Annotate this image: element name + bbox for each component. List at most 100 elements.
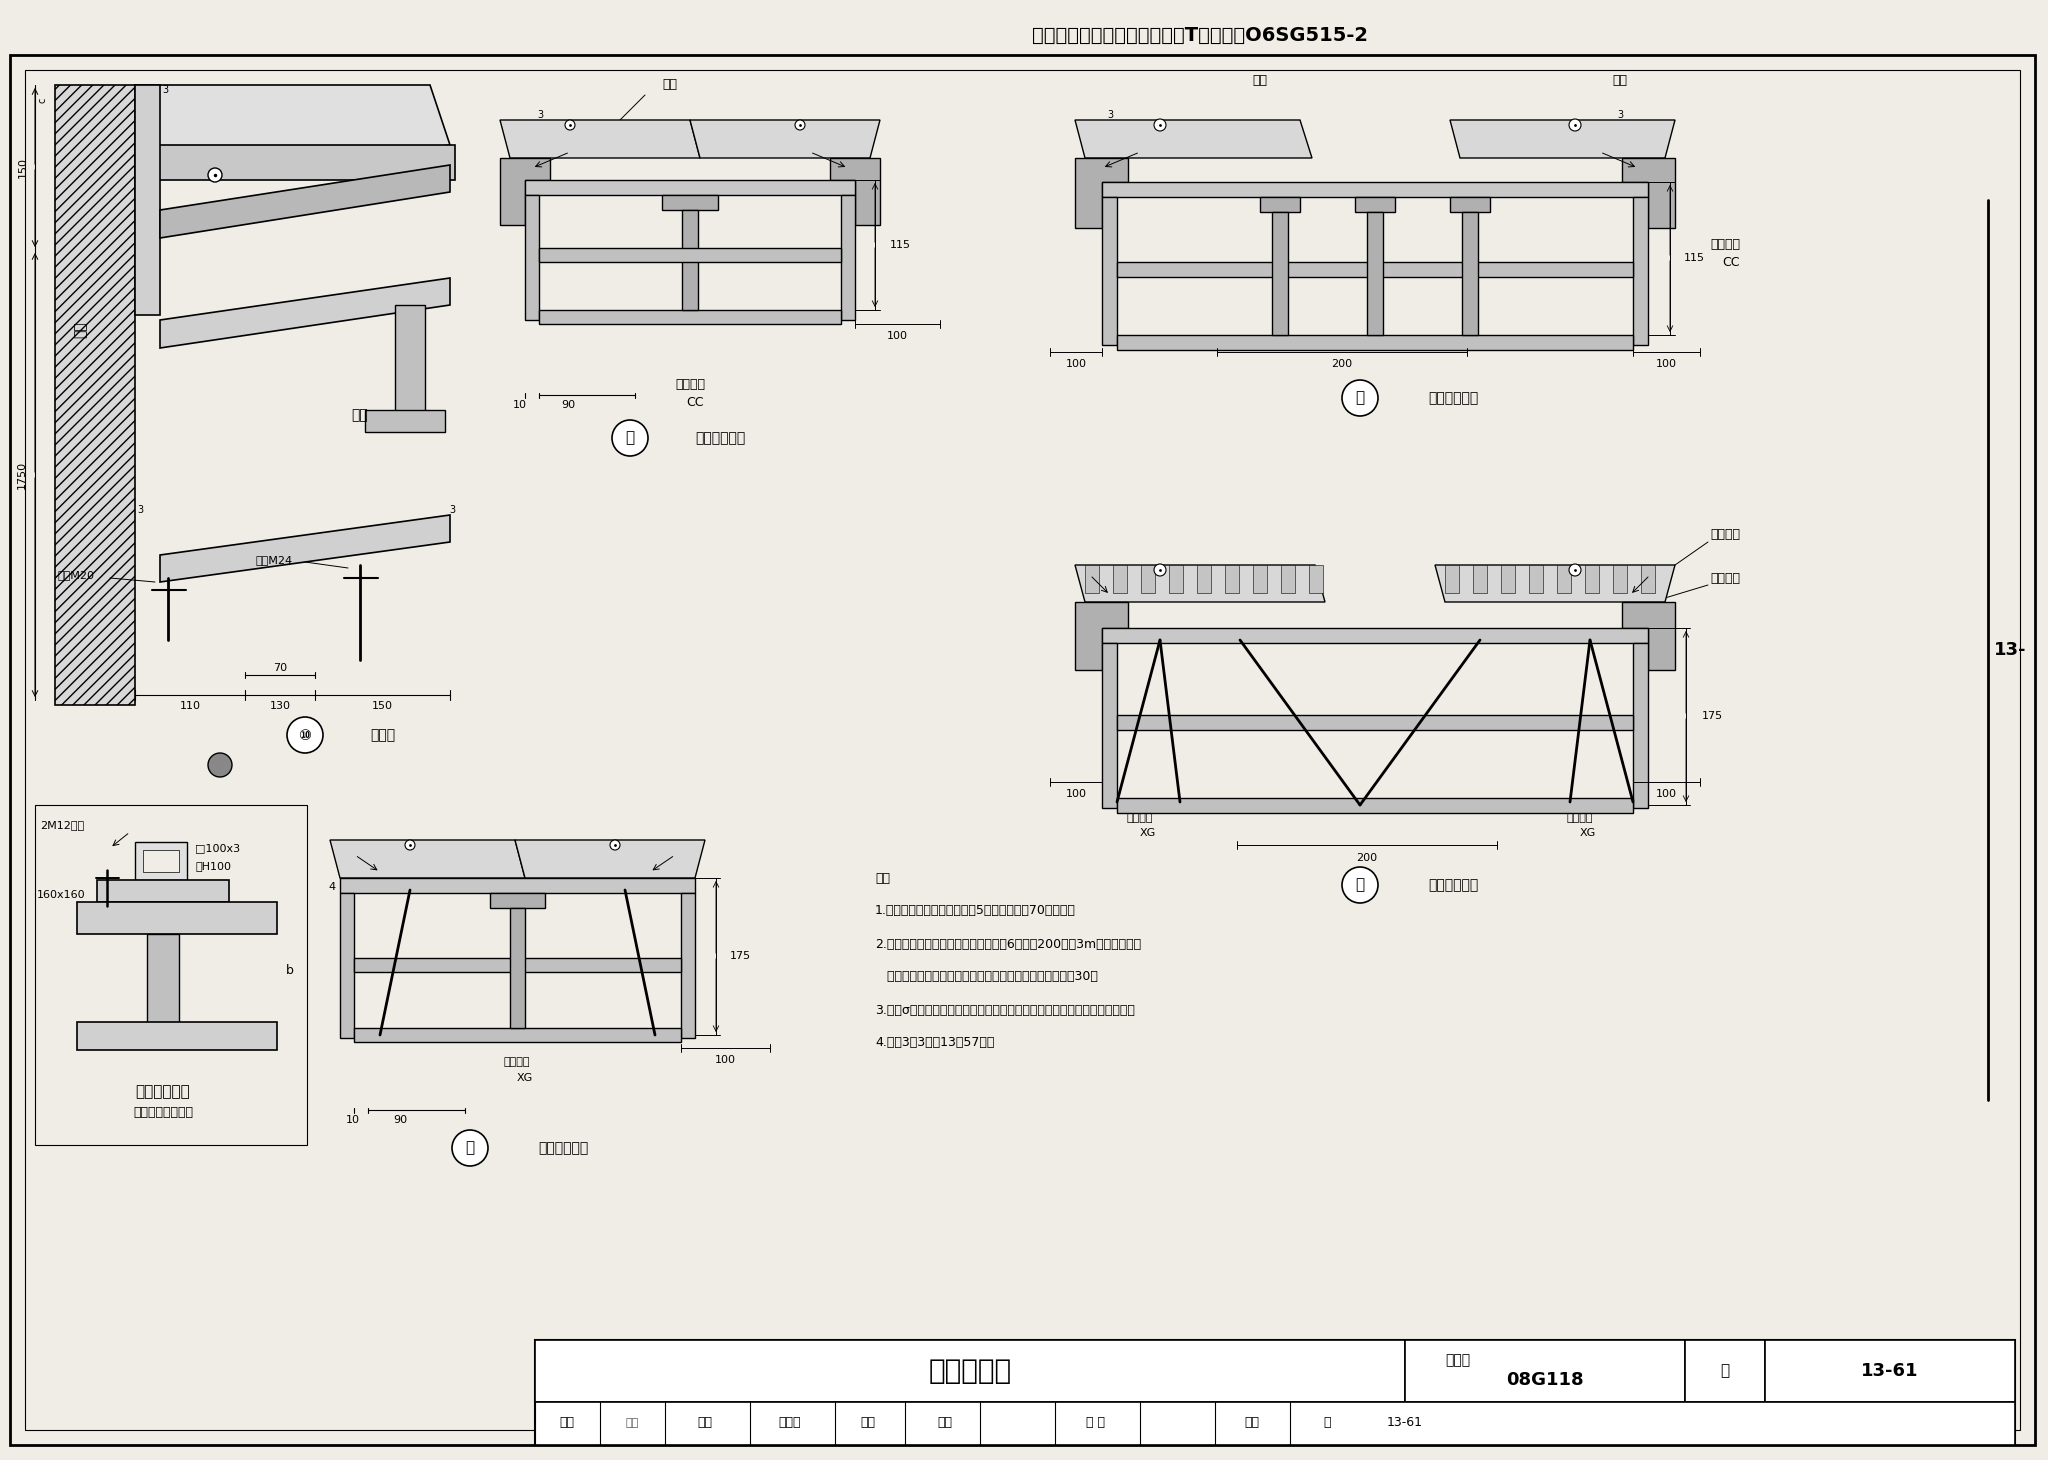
Text: 70: 70: [272, 663, 287, 673]
Text: 锚栓M24: 锚栓M24: [256, 555, 293, 565]
Polygon shape: [1450, 120, 1675, 158]
Text: XG: XG: [1579, 828, 1595, 838]
Bar: [1272, 212, 1288, 334]
Polygon shape: [1075, 158, 1128, 228]
Text: 角钢: 角钢: [662, 79, 678, 92]
Text: 110: 110: [180, 701, 201, 711]
Text: CC: CC: [686, 397, 705, 409]
Circle shape: [1569, 564, 1581, 577]
Text: 90: 90: [393, 1115, 408, 1126]
Text: ⑭: ⑭: [1356, 877, 1364, 892]
Text: 100: 100: [1065, 788, 1087, 799]
Polygon shape: [1075, 602, 1128, 670]
Bar: [1102, 182, 1649, 197]
Text: 175: 175: [1702, 711, 1722, 721]
Polygon shape: [160, 277, 451, 347]
Bar: [354, 958, 682, 972]
Bar: [1225, 565, 1239, 593]
Bar: [1530, 565, 1542, 593]
Bar: [78, 902, 276, 934]
Bar: [1450, 197, 1491, 212]
Text: 屋架: 屋架: [352, 407, 369, 422]
Bar: [682, 894, 694, 1038]
Text: 页: 页: [1323, 1416, 1331, 1429]
Text: 08G118: 08G118: [1505, 1371, 1583, 1388]
Text: 内天沟（一）: 内天沟（一）: [1427, 391, 1479, 404]
Polygon shape: [829, 158, 881, 225]
Text: 沙志国: 沙志国: [778, 1416, 801, 1429]
Text: 角钢: 角钢: [1612, 73, 1628, 86]
Bar: [1280, 565, 1294, 593]
Circle shape: [565, 120, 575, 130]
Bar: [1196, 565, 1210, 593]
Bar: [135, 842, 186, 880]
Text: 100: 100: [1655, 359, 1677, 369]
Bar: [1102, 642, 1116, 807]
Bar: [539, 310, 842, 324]
Bar: [1632, 197, 1649, 345]
Text: ⑪: ⑪: [625, 431, 635, 445]
Circle shape: [1569, 120, 1581, 131]
Text: 竖向支撑: 竖向支撑: [676, 378, 705, 391]
Text: 150: 150: [18, 156, 29, 178]
Circle shape: [1153, 564, 1165, 577]
Bar: [78, 1022, 276, 1050]
Bar: [143, 850, 178, 872]
Circle shape: [406, 839, 416, 850]
Circle shape: [610, 839, 621, 850]
Text: 内檐沟（二）: 内檐沟（二）: [539, 1142, 588, 1155]
Bar: [1169, 565, 1184, 593]
Text: 墙体: 墙体: [74, 321, 86, 339]
Bar: [1556, 565, 1571, 593]
Text: 175: 175: [729, 950, 752, 961]
Text: 3: 3: [137, 505, 143, 515]
Bar: [682, 210, 698, 310]
Bar: [1501, 565, 1516, 593]
Text: 刚性系杆: 刚性系杆: [1567, 813, 1593, 823]
Bar: [539, 248, 842, 261]
Bar: [1112, 565, 1126, 593]
Text: 4.剖面3－3见第13－57页。: 4.剖面3－3见第13－57页。: [874, 1037, 995, 1050]
Text: 锚栓M20: 锚栓M20: [57, 569, 94, 580]
Bar: [1116, 334, 1632, 350]
Bar: [1253, 565, 1268, 593]
Text: 160x160: 160x160: [37, 891, 86, 899]
Text: 100: 100: [1655, 788, 1677, 799]
Bar: [510, 908, 524, 1028]
Text: 陈 健: 陈 健: [1085, 1416, 1104, 1429]
Bar: [1640, 565, 1655, 593]
Bar: [1614, 565, 1626, 593]
Circle shape: [795, 120, 805, 130]
Text: 刚性系杆: 刚性系杆: [504, 1057, 530, 1067]
Bar: [1446, 565, 1458, 593]
Text: 3: 3: [162, 85, 168, 95]
Text: ⑩: ⑩: [299, 727, 311, 743]
Polygon shape: [1622, 158, 1675, 228]
Text: 向支撑节点附近。当采用天沟本身找坡时，宜再加高竖板30。: 向支撑节点附近。当采用天沟本身找坡时，宜再加高竖板30。: [874, 971, 1098, 984]
Bar: [524, 180, 854, 196]
Text: 内檐沟（一）: 内檐沟（一）: [694, 431, 745, 445]
Text: XG: XG: [516, 1073, 532, 1083]
Text: 100: 100: [715, 1056, 735, 1064]
Bar: [1462, 212, 1479, 334]
Text: 角钢: 角钢: [1253, 73, 1268, 86]
Circle shape: [453, 1130, 487, 1167]
Text: c: c: [37, 98, 47, 102]
Text: 檩条垫高示意: 檩条垫高示意: [135, 1085, 190, 1099]
Text: 设计: 设计: [860, 1416, 874, 1429]
Bar: [1116, 715, 1632, 730]
Bar: [1765, 1340, 2015, 1402]
Bar: [1585, 565, 1599, 593]
Text: 刚性系杆: 刚性系杆: [1126, 813, 1153, 823]
Text: 签名: 签名: [625, 1418, 639, 1428]
Bar: [1116, 261, 1632, 277]
Bar: [1366, 212, 1382, 334]
Bar: [1405, 1340, 1686, 1402]
Text: 《轻型屋面梯形钢屋架（剖分T型钢）》O6SG515-2: 《轻型屋面梯形钢屋架（剖分T型钢）》O6SG515-2: [1032, 25, 1368, 44]
Circle shape: [209, 168, 221, 182]
Bar: [1116, 799, 1632, 813]
Polygon shape: [500, 120, 700, 158]
Bar: [1260, 197, 1300, 212]
Bar: [340, 894, 354, 1038]
Text: 外檐沟: 外檐沟: [371, 729, 395, 742]
